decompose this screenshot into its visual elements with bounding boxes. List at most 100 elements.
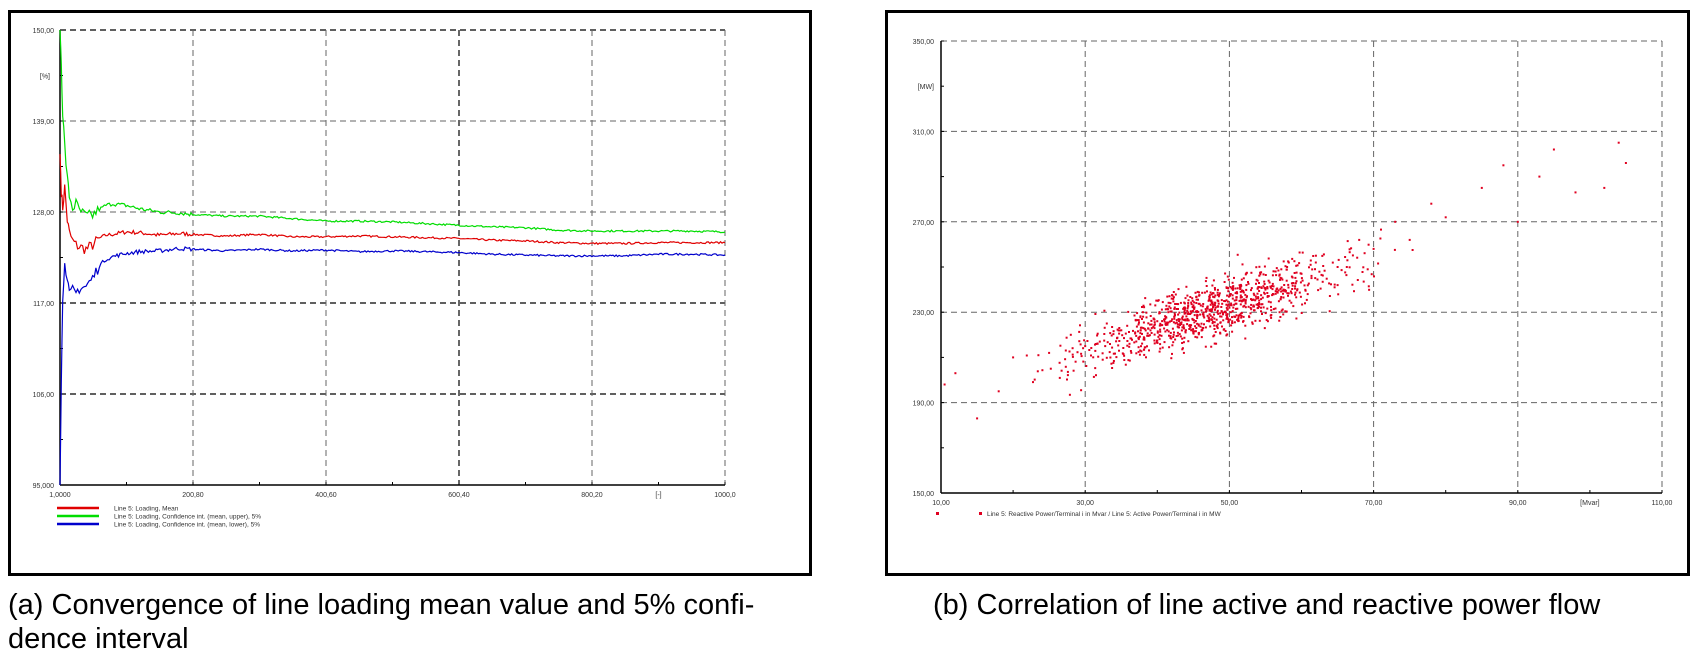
- scatter-point: [1083, 339, 1086, 342]
- scatter-point: [1178, 311, 1181, 314]
- scatter-point: [1280, 296, 1283, 298]
- scatter-point: [1190, 329, 1193, 332]
- y-tick-label: 95,000: [33, 483, 55, 490]
- scatter-point: [1223, 300, 1226, 302]
- scatter-point: [1377, 262, 1380, 265]
- scatter-point: [1189, 296, 1192, 298]
- scatter-point: [1186, 319, 1189, 322]
- scatter-point: [1172, 321, 1175, 324]
- scatter-point: [1284, 289, 1287, 292]
- scatter-point: [1277, 300, 1280, 303]
- scatter-point: [1191, 297, 1194, 300]
- scatter-point: [1255, 282, 1257, 285]
- scatter-point: [1153, 339, 1156, 342]
- scatter-point: [1282, 313, 1285, 316]
- scatter-point: [1173, 317, 1176, 320]
- scatter-point: [1294, 282, 1297, 285]
- scatter-point: [1192, 332, 1195, 335]
- caption-a-line2: dence interval: [8, 623, 189, 655]
- scatter-point: [1299, 295, 1302, 298]
- scatter-point: [1239, 303, 1242, 306]
- scatter-point: [1167, 330, 1170, 333]
- scatter-point: [1344, 256, 1347, 258]
- scatter-point: [1220, 310, 1223, 313]
- scatter-point: [1168, 346, 1171, 349]
- scatter-point: [1156, 330, 1159, 333]
- scatter-point: [1194, 325, 1197, 328]
- scatter-point: [1159, 330, 1162, 333]
- scatter-point: [1256, 292, 1259, 295]
- scatter-point: [1236, 307, 1239, 310]
- scatter-point: [1163, 341, 1166, 344]
- scatter-point: [1220, 299, 1223, 302]
- scatter-point: [1294, 276, 1297, 279]
- scatter-point: [1240, 316, 1243, 319]
- scatter-point: [1272, 293, 1275, 296]
- scatter-point: [1197, 310, 1200, 313]
- scatter-point: [1082, 347, 1085, 350]
- scatter-point: [1208, 299, 1211, 302]
- scatter-point: [1260, 306, 1262, 309]
- scatter-point: [1320, 273, 1323, 276]
- scatter-point: [1072, 369, 1075, 372]
- scatter-point: [1191, 299, 1194, 302]
- scatter-point: [1242, 298, 1245, 301]
- scatter-point: [1318, 270, 1321, 273]
- scatter-point: [1224, 272, 1227, 275]
- scatter-point: [1147, 334, 1150, 337]
- scatter-point: [1274, 270, 1277, 273]
- scatter-point: [1231, 297, 1234, 300]
- scatter-point: [1200, 336, 1203, 339]
- scatter-point: [1118, 349, 1120, 352]
- scatter-point: [1284, 310, 1287, 313]
- scatter-point: [1238, 284, 1241, 287]
- scatter-point: [1183, 312, 1186, 315]
- scatter-point: [1269, 285, 1272, 288]
- scatter-point: [1068, 350, 1071, 353]
- scatter-point: [1301, 251, 1304, 254]
- scatter-point: [1221, 311, 1224, 314]
- scatter-point: [1179, 301, 1182, 304]
- scatter-point: [1184, 331, 1187, 334]
- scatter-point: [1186, 323, 1189, 326]
- scatter-point: [1209, 310, 1212, 313]
- scatter-point: [1164, 323, 1167, 326]
- scatter-point: [1169, 310, 1172, 313]
- scatter-point: [1197, 298, 1199, 301]
- scatter-point: [1181, 347, 1184, 350]
- scatter-point: [1229, 294, 1232, 297]
- scatter-point: [1169, 335, 1172, 338]
- x-tick-label: 10,00: [932, 500, 950, 507]
- scatter-point: [1181, 348, 1184, 351]
- scatter-point: [1245, 288, 1248, 291]
- scatter-point: [1140, 350, 1143, 353]
- scatter-point: [1229, 311, 1232, 314]
- scatter-point: [1127, 310, 1130, 313]
- scatter-point: [1280, 309, 1283, 312]
- scatter-point: [1194, 330, 1197, 333]
- scatter-point: [1233, 321, 1236, 324]
- scatter-point: [1192, 330, 1195, 333]
- scatter-point: [1255, 297, 1258, 300]
- scatter-point: [1216, 305, 1219, 308]
- scatter-point: [1154, 304, 1157, 307]
- scatter-point: [1230, 287, 1233, 290]
- scatter-point: [1195, 302, 1198, 304]
- y-axis-unit: [MW]: [918, 84, 934, 91]
- legend-label-0: Line 5: Loading, Mean: [114, 506, 179, 513]
- legend-label-0: Line 5: Reactive Power/Terminal i in Mva…: [987, 511, 1222, 518]
- scatter-point: [1088, 349, 1091, 351]
- scatter-point: [1199, 304, 1202, 307]
- scatter-point: [1574, 191, 1577, 194]
- scatter-point: [1135, 325, 1138, 328]
- scatter-point: [1139, 316, 1142, 319]
- scatter-point: [1285, 279, 1288, 282]
- legend: Line 5: Reactive Power/Terminal i in Mva…: [936, 511, 1222, 518]
- scatter-point: [1301, 279, 1304, 282]
- scatter-point: [1103, 326, 1106, 329]
- scatter-point: [1109, 356, 1112, 359]
- scatter-point: [1247, 281, 1249, 283]
- scatter-point: [1252, 298, 1255, 301]
- scatter-point: [1175, 321, 1178, 324]
- scatter-point: [1175, 319, 1178, 322]
